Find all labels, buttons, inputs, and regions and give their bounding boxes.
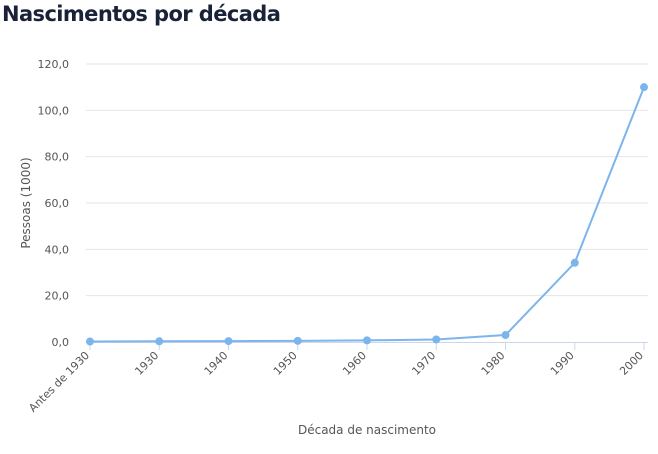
data-point[interactable] [155, 337, 164, 346]
y-tick-label: 80,0 [45, 151, 70, 164]
y-tick-label: 0,0 [52, 336, 70, 349]
data-point[interactable] [293, 336, 302, 345]
x-tick-label: 1980 [479, 349, 508, 378]
y-tick-label: 100,0 [38, 104, 70, 117]
x-axis-ticks: Antes de 1930 1930 1940 1950 1960 1970 1980 199… [26, 342, 646, 415]
y-tick-label: 20,0 [45, 290, 70, 303]
series-line [89, 86, 645, 343]
y-tick-label: 60,0 [45, 197, 70, 210]
x-tick-label: Antes de 1930 [26, 349, 92, 415]
data-point[interactable] [640, 83, 648, 92]
data-point[interactable] [432, 335, 441, 344]
y-tick-label: 120,0 [38, 58, 70, 71]
x-tick-label: 1970 [409, 349, 438, 378]
x-axis-label: Década de nascimento [298, 423, 436, 437]
data-series [86, 83, 648, 346]
y-tick-label: 40,0 [45, 243, 70, 256]
y-axis-ticks: 0,0 20,0 40,0 60,0 80,0 100,0 120,0 [38, 58, 70, 349]
data-point[interactable] [86, 337, 94, 346]
x-tick-label: 1960 [340, 349, 369, 378]
data-point[interactable] [363, 336, 371, 345]
chart-title: Nascimentos por década [2, 2, 281, 26]
data-point[interactable] [570, 258, 579, 267]
data-point[interactable] [501, 331, 510, 340]
data-point[interactable] [224, 337, 233, 346]
x-tick-label: 1990 [548, 349, 577, 378]
y-axis-label: Pessoas (1000) [19, 157, 33, 248]
x-tick-label: 1940 [202, 349, 231, 378]
x-tick-label: 1930 [132, 349, 161, 378]
grid-lines [86, 63, 648, 297]
x-tick-label: 1950 [271, 349, 300, 378]
x-tick-label: 2000 [617, 349, 646, 378]
